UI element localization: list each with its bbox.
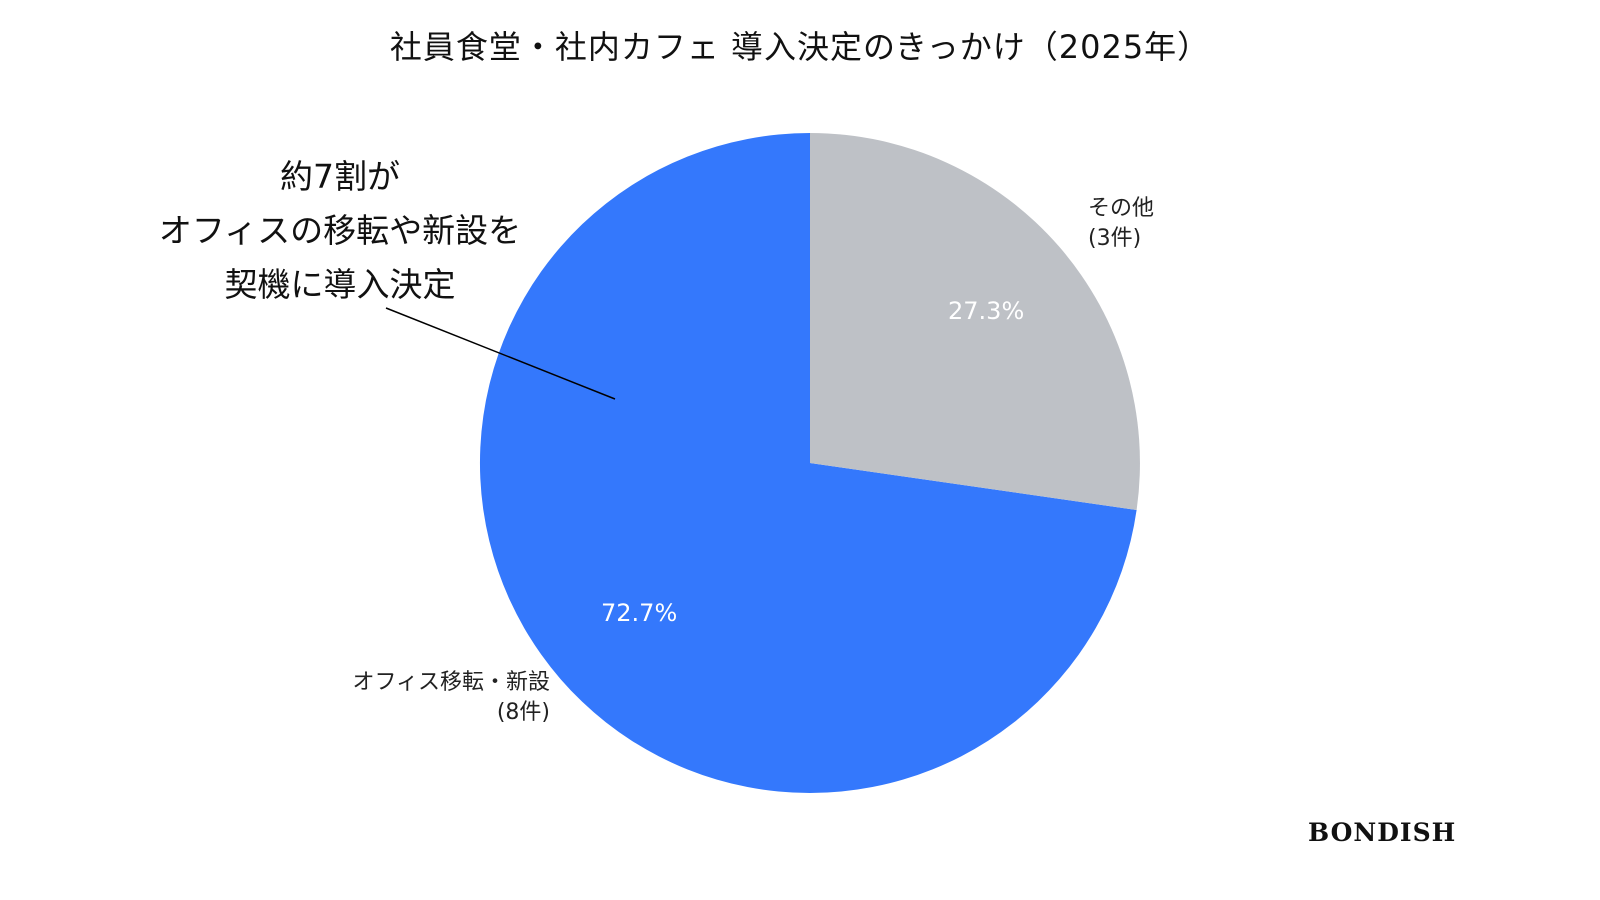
label-office-count: (8件): [496, 700, 550, 725]
annotation-line-1: 約7割が: [280, 157, 400, 196]
pct-office: 72.7%: [601, 599, 678, 627]
callout-annotation: 約7割が オフィスの移転や新設を 契機に導入決定: [110, 150, 570, 312]
brand-logo: BONDISH: [1308, 818, 1457, 847]
label-other-count: (3件): [1088, 226, 1142, 251]
annotation-line-2: オフィスの移転や新設を: [158, 211, 522, 250]
pct-other: 27.3%: [948, 297, 1025, 325]
slice-office-relocation: [479, 132, 1137, 793]
annotation-leader-line: [385, 307, 616, 400]
chart-title: 社員食堂・社内カフェ 導入決定のきっかけ（2025年）: [389, 28, 1211, 66]
slice-other: [810, 133, 1140, 510]
label-other: その他 (3件): [1088, 194, 1154, 254]
label-office: オフィス移転・新設 (8件): [290, 668, 550, 728]
label-other-name: その他: [1088, 196, 1155, 221]
label-office-name: オフィス移転・新設: [352, 670, 550, 695]
annotation-line-3: 契機に導入決定: [224, 265, 456, 304]
